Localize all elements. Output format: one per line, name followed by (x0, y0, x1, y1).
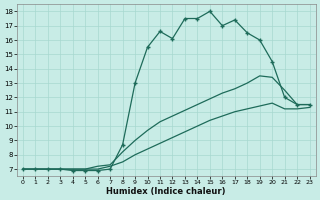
X-axis label: Humidex (Indice chaleur): Humidex (Indice chaleur) (107, 187, 226, 196)
